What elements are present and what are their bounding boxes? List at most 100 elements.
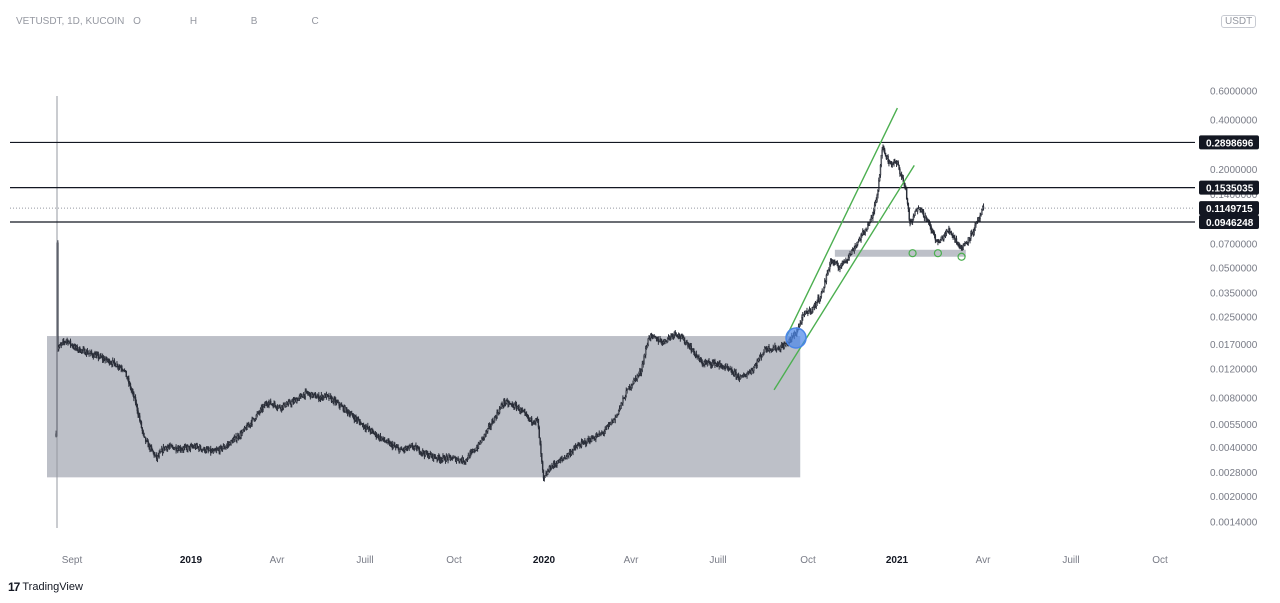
candle-body — [775, 345, 777, 351]
candle-body — [69, 340, 72, 345]
candle-body — [874, 202, 877, 206]
price-level-text: 0.1535035 — [1206, 184, 1254, 195]
candle-body — [930, 226, 932, 231]
candle-body — [150, 446, 153, 450]
candle-body — [518, 406, 520, 411]
candle-body — [640, 369, 643, 374]
candle-body — [351, 413, 354, 417]
candle-body — [829, 263, 831, 270]
candle-body — [979, 215, 981, 219]
high-label: H — [189, 16, 198, 27]
channel-lower-line — [773, 164, 915, 391]
candle-body — [79, 347, 81, 353]
candle-body — [624, 396, 627, 399]
range-box — [47, 336, 801, 478]
candle-body — [619, 405, 622, 409]
candle-body — [219, 446, 221, 453]
x-tick-label: Avr — [976, 555, 991, 566]
candle-body — [493, 416, 496, 423]
candle-body — [875, 199, 877, 203]
candle-body — [975, 223, 977, 226]
candle-body — [683, 337, 686, 344]
candle-body — [446, 456, 448, 458]
x-tick-label: Avr — [270, 555, 285, 566]
time-axis[interactable]: Sept 2019 Avr Juill Oct 2020 Avr Juill Oct 2021 Av… — [62, 555, 1168, 566]
candle-body — [399, 449, 401, 453]
y-tick-label: 0.0014000 — [1210, 517, 1258, 528]
support-box — [834, 249, 966, 257]
candle-body — [173, 448, 176, 450]
candle-body — [422, 450, 425, 454]
candle-body — [622, 398, 624, 404]
candle-body — [97, 353, 100, 359]
candle-body — [726, 365, 729, 369]
open-label: O — [133, 16, 141, 27]
y-tick-label: 0.0080000 — [1210, 394, 1258, 405]
y-tick-label: 0.0055000 — [1210, 420, 1258, 431]
candle-body — [140, 421, 143, 429]
price-level-badge — [1199, 180, 1259, 195]
candle-body — [438, 455, 440, 459]
candle-body — [496, 412, 498, 418]
candlestick-series — [55, 96, 985, 528]
candle-body — [735, 371, 737, 378]
y-tick-label: 0.2000000 — [1210, 165, 1258, 176]
candle-body — [914, 211, 916, 216]
candle-body — [617, 410, 620, 415]
candle-body — [908, 208, 910, 220]
candle-body — [693, 348, 695, 353]
candle-body — [512, 404, 514, 408]
candle-body — [907, 203, 910, 209]
candle-body — [644, 348, 647, 356]
candle-body — [505, 400, 508, 404]
channel-upper-line — [786, 107, 899, 337]
candle-body — [646, 344, 649, 348]
candle-body — [819, 296, 822, 300]
candle-body — [433, 454, 436, 458]
drawing-lines — [10, 107, 1195, 391]
candle-body — [780, 346, 782, 350]
candle-body — [691, 349, 693, 352]
candle-body — [973, 229, 975, 233]
candle-body — [700, 359, 703, 363]
candle-body — [160, 451, 162, 453]
candle-body — [661, 340, 663, 344]
candle-body — [541, 461, 544, 471]
candle-body — [945, 230, 948, 234]
candle-body — [457, 458, 459, 461]
tradingview-watermark[interactable]: 17 TradingView — [8, 580, 83, 594]
candle-body — [825, 274, 828, 282]
candle-body — [851, 249, 853, 255]
candle-body — [604, 429, 606, 432]
candle-body — [764, 347, 766, 353]
candle-body — [645, 346, 648, 350]
candle-body — [182, 447, 185, 451]
low-label: B — [250, 16, 258, 27]
price-axis[interactable]: 0.6000000 0.4000000 0.2000000 0.1400000 0.07… — [1210, 87, 1258, 529]
drawing-boxes — [47, 249, 966, 478]
candle-body — [383, 437, 385, 441]
candle-body — [887, 156, 889, 163]
candle-body — [315, 397, 317, 399]
candle-body — [345, 407, 348, 411]
candle-body — [530, 417, 533, 423]
candle-body — [944, 233, 947, 237]
currency-unit-badge[interactable]: USDT — [1221, 15, 1257, 28]
candle-body — [136, 404, 138, 412]
candle-body — [666, 338, 669, 342]
candle-body — [807, 310, 810, 314]
candle-body — [175, 446, 177, 451]
candle-body — [550, 468, 552, 470]
candle-body — [630, 385, 633, 388]
y-tick-label: 0.0040000 — [1210, 443, 1258, 454]
candle-body — [469, 452, 471, 459]
candle-body — [451, 458, 453, 460]
candle-body — [144, 436, 146, 438]
symbol-legend[interactable]: VETUSDT, 1D, KUCOIN O H B C — [16, 16, 325, 27]
candle-body — [448, 455, 450, 461]
candle-body — [839, 267, 841, 270]
candle-body — [449, 455, 452, 458]
candle-body — [698, 355, 700, 360]
candle-body — [823, 286, 825, 292]
